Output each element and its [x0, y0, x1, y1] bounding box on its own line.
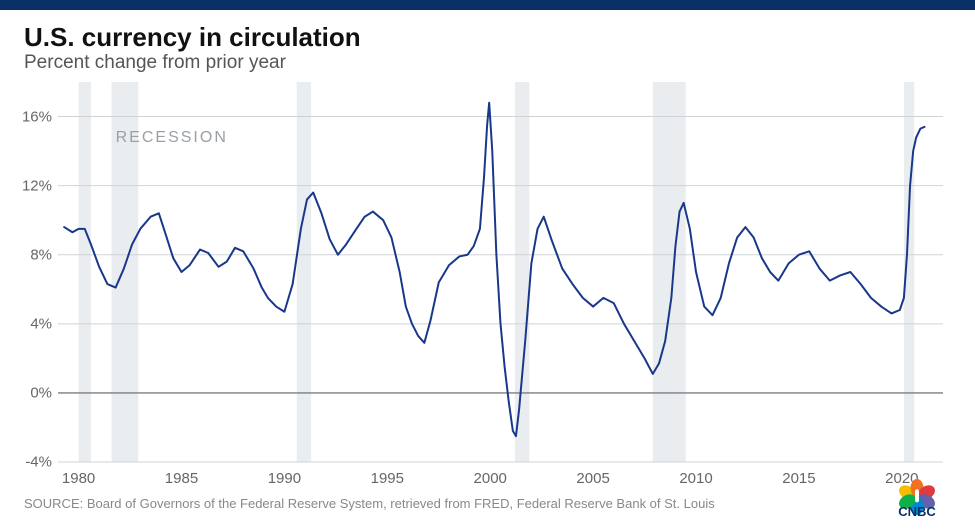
cnbc-logo: CNBC — [881, 479, 953, 519]
y-tick-label: 4% — [14, 315, 52, 332]
source-text: SOURCE: Board of Governors of the Federa… — [24, 496, 715, 511]
x-tick-label: 2000 — [474, 470, 507, 487]
y-tick-label: -4% — [14, 454, 52, 471]
x-tick-label: 1990 — [268, 470, 301, 487]
recession-band — [79, 82, 91, 462]
recession-band — [653, 82, 686, 462]
recession-band — [515, 82, 529, 462]
x-tick-label: 2010 — [679, 470, 712, 487]
chart-subtitle: Percent change from prior year — [24, 52, 286, 74]
x-tick-label: 1980 — [62, 470, 95, 487]
top-stripe — [0, 0, 975, 10]
recession-band — [297, 82, 311, 462]
x-tick-label: 2005 — [576, 470, 609, 487]
x-tick-label: 1995 — [371, 470, 404, 487]
x-tick-label: 1985 — [165, 470, 198, 487]
x-tick-label: 2015 — [782, 470, 815, 487]
data-line — [64, 103, 924, 436]
chart-container: U.S. currency in circulation Percent cha… — [0, 0, 975, 529]
logo-text: CNBC — [898, 504, 936, 519]
recession-annotation: RECESSION — [116, 129, 228, 147]
chart-title: U.S. currency in circulation — [24, 22, 361, 53]
y-tick-label: 8% — [14, 246, 52, 263]
y-tick-label: 16% — [14, 108, 52, 125]
y-tick-label: 12% — [14, 177, 52, 194]
y-tick-label: 0% — [14, 384, 52, 401]
